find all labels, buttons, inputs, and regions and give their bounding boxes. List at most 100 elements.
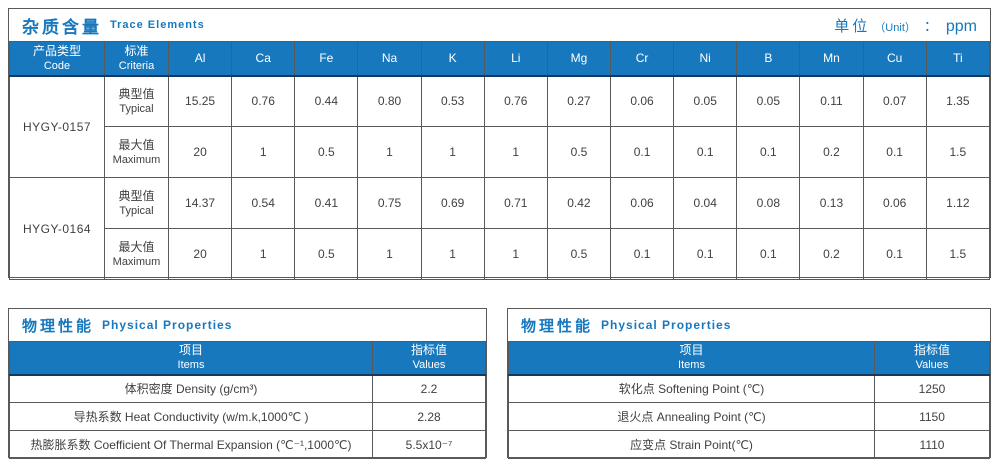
property-value: 2.2 [372, 374, 486, 403]
physical-properties-right-table: 项目 Items 指标值 Values 软化点 Softening Point … [508, 341, 990, 459]
trace-header-row: 产品类型 Code 标准 Criteria Al Ca Fe Na K Li M… [9, 41, 991, 77]
value-cell: 0.5 [294, 126, 359, 178]
value-cell: 0.5 [546, 228, 611, 280]
value-cell: 0.1 [862, 228, 927, 280]
table-row: 最大值 Maximum 20 1 0.5 1 1 1 0.5 0.1 0.1 0… [10, 228, 991, 280]
value-cell: 0.1 [736, 126, 801, 178]
value-cell: 0.06 [609, 177, 675, 229]
value-cell: 0.1 [673, 228, 738, 280]
value-cell: 0.76 [483, 75, 548, 127]
col-header-element: Cr [609, 41, 675, 77]
value-cell: 1 [420, 228, 485, 280]
property-value: 1250 [874, 374, 990, 403]
table-row: 应变点 Strain Point(℃) 1110 [508, 430, 990, 459]
value-cell: 0.54 [231, 177, 296, 229]
col-header-code: 产品类型 Code [9, 41, 105, 77]
property-item: 热膨胀系数 Coefficient Of Thermal Expansion (… [9, 430, 373, 459]
trace-elements-title-en: Trace Elements [110, 19, 205, 31]
value-cell: 1.35 [925, 75, 991, 127]
col-header-element: Ca [231, 41, 296, 77]
product-code: HYGY-0164 [9, 177, 105, 280]
physical-left-title-zh: 物理性能 [22, 317, 95, 335]
property-value: 1150 [874, 402, 990, 431]
table-row: 体积密度 Density (g/cm³) 2.2 [9, 374, 486, 403]
physical-right-title-en: Physical Properties [601, 318, 732, 332]
product-code: HYGY-0157 [9, 75, 105, 178]
value-cell: 1 [420, 126, 485, 178]
value-cell: 0.5 [546, 126, 611, 178]
value-cell: 0.07 [862, 75, 927, 127]
table-row: 软化点 Softening Point (℃) 1250 [508, 374, 990, 403]
physical-properties-left-table: 项目 Items 指标值 Values 体积密度 Density (g/cm³)… [9, 341, 486, 459]
value-cell: 0.27 [546, 75, 611, 127]
col-header-criteria: 标准 Criteria [104, 41, 169, 77]
value-cell: 0.05 [673, 75, 738, 127]
col-header-values: 指标值 Values [874, 341, 990, 376]
col-header-element: Cu [862, 41, 927, 77]
col-header-items: 项目 Items [508, 341, 875, 376]
col-header-element: Li [483, 41, 548, 77]
unit-label-colon: ： [923, 17, 938, 34]
criteria-label: 典型值 Typical [104, 177, 169, 229]
value-cell: 0.76 [231, 75, 296, 127]
physical-left-title-bar: 物理性能 Physical Properties [9, 309, 486, 341]
table-row: HYGY-0164 典型值 Typical 14.37 0.54 0.41 0.… [9, 177, 991, 280]
value-cell: 0.1 [736, 228, 801, 280]
pp-header-row: 项目 Items 指标值 Values [508, 341, 990, 376]
criteria-label: 最大值 Maximum [104, 228, 169, 280]
value-cell: 0.71 [483, 177, 548, 229]
col-header-values: 指标值 Values [372, 341, 486, 376]
value-cell: 1 [231, 228, 296, 280]
col-header-element: Al [167, 41, 233, 77]
value-cell: 0.1 [673, 126, 738, 178]
value-cell: 0.42 [546, 177, 611, 229]
unit-label-zh: 单位 [834, 17, 871, 35]
physical-right-title-zh: 物理性能 [521, 317, 594, 335]
col-header-element: K [420, 41, 485, 77]
value-cell: 0.5 [294, 228, 359, 280]
value-cell: 0.80 [357, 75, 422, 127]
property-value: 5.5x10⁻⁷ [372, 430, 486, 459]
property-item: 应变点 Strain Point(℃) [508, 430, 875, 459]
table-row: 导热系数 Heat Conductivity (w/m.k,1000℃ ) 2.… [9, 402, 486, 431]
value-cell: 0.44 [294, 75, 359, 127]
property-item: 退火点 Annealing Point (℃) [508, 402, 875, 431]
table-row: 退火点 Annealing Point (℃) 1150 [508, 402, 990, 431]
value-cell: 0.1 [609, 126, 675, 178]
value-cell: 0.41 [294, 177, 359, 229]
value-cell: 0.2 [799, 126, 864, 178]
col-header-element: Mg [546, 41, 611, 77]
col-header-element: Mn [799, 41, 864, 77]
physical-left-title-en: Physical Properties [102, 318, 233, 332]
physical-properties-right-panel: 物理性能 Physical Properties 项目 Items 指标值 Va… [507, 308, 991, 459]
value-cell: 1 [357, 126, 422, 178]
property-item: 体积密度 Density (g/cm³) [9, 374, 373, 403]
value-cell: 0.08 [736, 177, 801, 229]
value-cell: 0.06 [609, 75, 675, 127]
pp-header-row: 项目 Items 指标值 Values [9, 341, 486, 376]
criteria-label: 最大值 Maximum [104, 126, 169, 178]
value-cell: 0.06 [862, 177, 927, 229]
table-row: 热膨胀系数 Coefficient Of Thermal Expansion (… [9, 430, 486, 459]
value-cell: 0.04 [673, 177, 738, 229]
property-value: 2.28 [372, 402, 486, 431]
trace-elements-title-bar: 杂质含量 Trace Elements 单位 （Unit） ： ppm [9, 9, 990, 41]
value-cell: 0.1 [862, 126, 927, 178]
col-header-element: Na [357, 41, 422, 77]
table-row: HYGY-0157 典型值 Typical 15.25 0.76 0.44 0.… [9, 75, 991, 178]
value-cell: 0.13 [799, 177, 864, 229]
trace-elements-title-zh: 杂质含量 [22, 17, 102, 37]
col-header-element: Ni [673, 41, 738, 77]
value-cell: 14.37 [167, 177, 233, 229]
trace-elements-table: 产品类型 Code 标准 Criteria Al Ca Fe Na K Li M… [9, 41, 991, 280]
col-header-element: Fe [294, 41, 359, 77]
value-cell: 1.5 [925, 126, 991, 178]
property-item: 软化点 Softening Point (℃) [508, 374, 875, 403]
value-cell: 0.05 [736, 75, 801, 127]
col-header-element: B [736, 41, 801, 77]
unit-label: 单位 （Unit） ： ppm [834, 15, 977, 36]
physical-properties-left-panel: 物理性能 Physical Properties 项目 Items 指标值 Va… [8, 308, 487, 459]
unit-value: ppm [945, 17, 977, 35]
value-cell: 1 [231, 126, 296, 178]
